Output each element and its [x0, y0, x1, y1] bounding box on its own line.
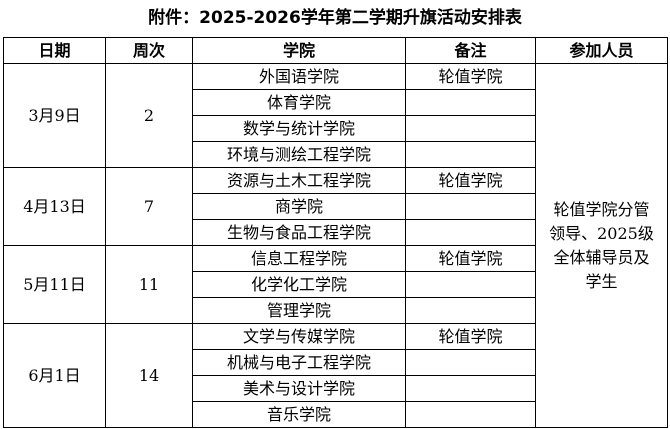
note-cell: 轮值学院 — [405, 245, 536, 272]
college-cell: 外国语学院 — [192, 63, 406, 90]
college-cell: 数学与统计学院 — [192, 115, 406, 142]
note-cell — [405, 297, 536, 324]
note-cell: 轮值学院 — [405, 63, 536, 90]
college-cell: 环境与测绘工程学院 — [192, 141, 406, 168]
table-row: 环境与测绘工程学院 — [4, 141, 668, 168]
note-cell — [405, 219, 536, 246]
header-row: 日期 周次 学院 备注 参加人员 — [3, 37, 668, 64]
date-cell: 6月1日 — [3, 323, 106, 428]
note-cell: 轮值学院 — [405, 167, 536, 194]
date-cell: 4月13日 — [3, 167, 106, 246]
college-cell: 美术与设计学院 — [192, 375, 406, 402]
college-cell: 信息工程学院 — [192, 245, 406, 272]
week-cell: 2 — [105, 63, 193, 168]
note-cell — [405, 141, 536, 168]
week-cell: 7 — [105, 167, 193, 246]
college-cell: 文学与传媒学院 — [192, 323, 406, 350]
header-cell: 周次 — [105, 37, 193, 64]
college-cell: 机械与电子工程学院 — [192, 349, 406, 376]
schedule-table: 日期 周次 学院 备注 参加人员 3月9日 2 外国语学院 轮值学院 轮值学院分管领导、2025… — [3, 37, 668, 428]
header-cell: 日期 — [3, 37, 106, 64]
college-cell: 音乐学院 — [192, 401, 406, 428]
week-cell: 11 — [105, 245, 193, 324]
title: 附件：2025-2026学年第二学期升旗活动安排表 — [148, 8, 522, 28]
table-row: 体育学院 — [4, 89, 668, 116]
college-cell: 生物与食品工程学院 — [192, 219, 406, 246]
participants-cell: 轮值学院分管领导、2025级全体辅导员及学生 — [535, 63, 668, 428]
table-row: 音乐学院 — [4, 401, 668, 428]
table-row: 化学化工学院 — [4, 271, 668, 298]
table-row: 美术与设计学院 — [4, 375, 668, 402]
note-cell — [405, 375, 536, 402]
table-row: 5月11日 11 信息工程学院 轮值学院 — [3, 245, 668, 324]
note-cell — [405, 115, 536, 142]
college-cell: 管理学院 — [192, 297, 406, 324]
college-cell: 商学院 — [192, 193, 406, 220]
date-cell: 3月9日 — [3, 63, 106, 168]
header-cell: 学院 — [192, 37, 406, 64]
header-cell: 参加人员 — [535, 37, 668, 64]
table-row: 机械与电子工程学院 — [4, 349, 668, 376]
week-cell: 14 — [105, 323, 193, 428]
college-cell: 体育学院 — [192, 89, 406, 116]
note-cell — [405, 271, 536, 298]
table-body: 3月9日 2 外国语学院 轮值学院 轮值学院分管领导、2025级全体辅导员及学生 体育学院… — [3, 63, 668, 428]
note-cell — [405, 193, 536, 220]
college-cell: 化学化工学院 — [192, 271, 406, 298]
note-cell — [405, 401, 536, 428]
header-cell: 备注 — [405, 37, 536, 64]
note-cell: 轮值学院 — [405, 323, 536, 350]
table-row: 商学院 — [4, 193, 668, 220]
table-row: 3月9日 2 外国语学院 轮值学院 轮值学院分管领导、2025级全体辅导员及学生 — [3, 63, 668, 428]
date-cell: 5月11日 — [3, 245, 106, 324]
note-cell — [405, 349, 536, 376]
note-cell — [405, 89, 536, 116]
college-cell: 资源与土木工程学院 — [192, 167, 406, 194]
